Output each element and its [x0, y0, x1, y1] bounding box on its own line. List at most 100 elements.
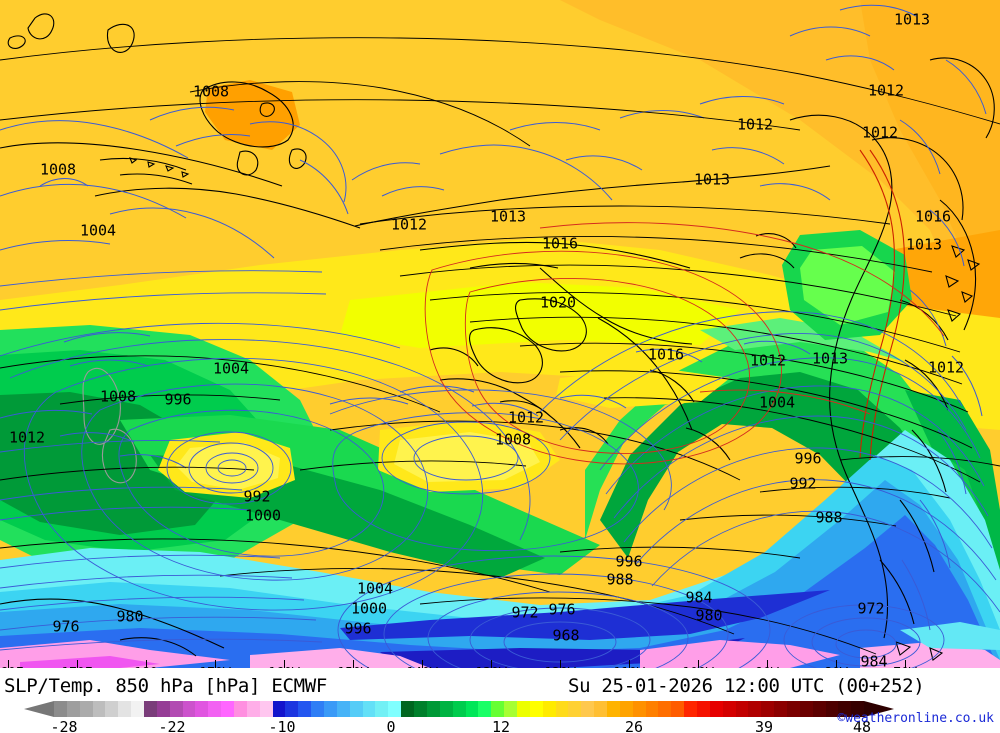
colorbar-swatch [324, 701, 337, 717]
temp-warm-core-mid2 [394, 432, 540, 482]
colorbar-swatch [748, 701, 762, 717]
colorbar-swatch [568, 701, 582, 717]
map-panel[interactable]: 1008 1008 1004 1012 1013 1016 1020 1013 1013 1012… [0, 0, 1000, 668]
colorbar-swatch [452, 701, 466, 717]
colorbar-swatch [581, 701, 595, 717]
longitude-tick [77, 660, 78, 668]
colorbar-swatch [825, 701, 839, 717]
colorbar-swatch [388, 701, 402, 717]
colorbar-swatch [54, 701, 67, 717]
temp-green-arch [585, 333, 1000, 640]
colorbar-swatch [799, 701, 813, 717]
map-canvas[interactable] [0, 0, 1000, 668]
colorbar-swatch [131, 701, 145, 717]
colorbar-swatch [234, 701, 247, 717]
colorbar-swatch [812, 701, 826, 717]
temperature-colorbar[interactable] [24, 701, 894, 717]
colorbar-swatch [362, 701, 376, 717]
colorbar-swatch [336, 701, 350, 717]
borders-rivers-layer [0, 4, 987, 631]
isobar-layer [0, 37, 1000, 668]
colorbar-swatch [851, 701, 865, 717]
colorbar-swatch [401, 701, 415, 717]
longitude-tick [698, 660, 699, 668]
colorbar-swatch [606, 701, 620, 717]
colorbar-under-arrow [24, 701, 54, 717]
longitude-tick [353, 660, 354, 668]
colorbar-swatch [696, 701, 710, 717]
colorbar-swatch [66, 701, 80, 717]
colorbar-swatch [838, 701, 852, 717]
colorbar-swatch [594, 701, 607, 717]
temp-band-orange2 [860, 0, 1000, 290]
temp-green-blob-ne2 [800, 246, 895, 325]
colorbar-tick-label: 39 [754, 718, 774, 733]
colorbar-swatch [144, 701, 157, 717]
longitude-tick [836, 660, 837, 668]
colorbar-swatch [542, 701, 556, 717]
colorbar-swatch [182, 701, 196, 717]
colorbar-swatch [272, 701, 286, 717]
colorbar-swatch [529, 701, 543, 717]
colorbar-swatch [516, 701, 530, 717]
colorbar-swatch [555, 701, 569, 717]
model-run-timestamp: Su 25-01-2026 12:00 UTC (00+252) [568, 675, 925, 697]
temp-warm-tongue-n [556, 368, 730, 408]
colorbar-swatch [298, 701, 312, 717]
colorbar-tick-label: 48 [852, 718, 872, 733]
colorbar-swatch [221, 701, 235, 717]
colorbar-swatch [709, 701, 723, 717]
colorbar-swatch [105, 701, 119, 717]
colorbar-tick-label: 12 [491, 718, 511, 733]
colorbar-swatch [208, 701, 222, 717]
colorbar-tick-label: 26 [624, 718, 644, 733]
longitude-tick [146, 660, 147, 668]
longitude-tick [215, 660, 216, 668]
temp-band-magenta [20, 656, 160, 668]
colorbar-tick-label: -10 [268, 718, 296, 733]
colorbar-swatch [118, 701, 132, 717]
colorbar-swatch [658, 701, 672, 717]
temp-band-pink2 [250, 648, 430, 668]
temp-band-blue-deep [340, 590, 830, 640]
copyright-credit: ©weatheronline.co.uk [837, 711, 994, 726]
longitude-tick [905, 660, 906, 668]
longitude-tick [8, 660, 9, 668]
colorbar-tick-label: 0 [386, 718, 396, 733]
colorbar-swatch [169, 701, 183, 717]
longitude-tick [422, 660, 423, 668]
colorbar-over-arrow [864, 701, 894, 717]
colorbar-swatch [375, 701, 389, 717]
colorbar-swatch [645, 701, 659, 717]
colorbar-swatch [79, 701, 93, 717]
temp-band-cyanpatch-lr [900, 622, 1000, 650]
colorbar-swatch [774, 701, 787, 717]
colorbar-swatch [619, 701, 633, 717]
colorbar-tick-label: -28 [50, 718, 78, 733]
colorbar-swatch [671, 701, 685, 717]
product-title: SLP/Temp. 850 hPa [hPa] ECMWF [4, 675, 328, 697]
temp-band-blue [0, 515, 1000, 668]
colorbar-swatch [504, 701, 517, 717]
colorbar-swatch [761, 701, 775, 717]
colorbar-swatch [349, 701, 363, 717]
colorbar-swatch [722, 701, 736, 717]
colorbar-swatch [491, 701, 505, 717]
colorbar-swatch [465, 701, 479, 717]
longitude-tick [560, 660, 561, 668]
colorbar-swatch [439, 701, 453, 717]
colorbar-swatch [414, 701, 427, 717]
colorbar-swatches [54, 701, 865, 717]
colorbar-swatch [786, 701, 800, 717]
colorbar-swatch [735, 701, 749, 717]
footer: SLP/Temp. 850 hPa [hPa] ECMWF Su 25-01-2… [0, 668, 1000, 733]
colorbar-swatch [632, 701, 646, 717]
colorbar-swatch [426, 701, 440, 717]
longitude-tick [284, 660, 285, 668]
colorbar-swatch [478, 701, 492, 717]
longitude-tick [491, 660, 492, 668]
coastlines-layer [0, 13, 995, 661]
longitude-tick [767, 660, 768, 668]
temp-band-pink3 [640, 640, 840, 668]
